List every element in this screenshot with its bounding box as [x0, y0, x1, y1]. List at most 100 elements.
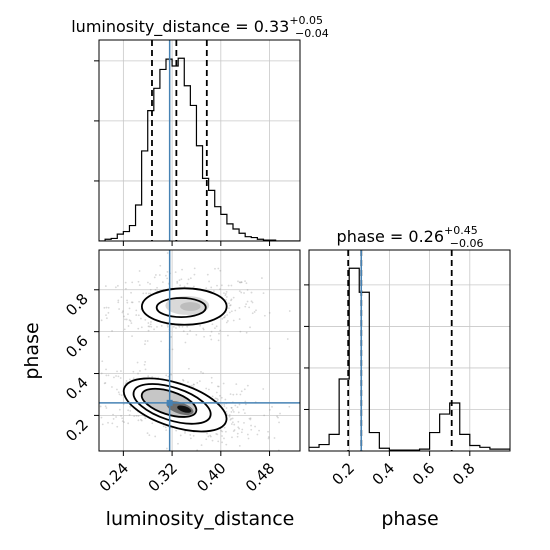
- contour-sample-point: [224, 294, 227, 297]
- contour-sample-point: [232, 393, 235, 396]
- contour-sample-point: [223, 403, 226, 406]
- contour-sample-point: [142, 292, 145, 295]
- contour-sample-point: [223, 316, 226, 319]
- contour-sample-point: [107, 306, 110, 309]
- contour-sample-point: [138, 284, 141, 287]
- contour-sample-point: [245, 331, 248, 334]
- contour-sample-point: [230, 417, 233, 420]
- contour-sample-point: [224, 430, 227, 433]
- hist2-xtick-label: 0.2: [328, 459, 358, 489]
- contour-sample-point: [116, 284, 119, 287]
- contour-sample-point: [166, 271, 169, 273]
- contour-sample-point: [105, 368, 107, 371]
- contour-sample-point: [203, 335, 206, 338]
- hist2-grid: [309, 250, 510, 451]
- contour-sample-point: [236, 435, 239, 438]
- contour-sample-point: [153, 276, 156, 279]
- contour-sample-point: [206, 432, 208, 435]
- contour-sample-point: [105, 314, 107, 317]
- contour-sample-point: [216, 433, 219, 436]
- contour-sample-point: [166, 325, 169, 328]
- contour-sample-point: [250, 424, 252, 427]
- contour-sample-point: [119, 377, 122, 379]
- hist1-title-minus: −0.04: [295, 27, 329, 40]
- contour-sample-point: [223, 405, 226, 408]
- contour-sample-point: [228, 415, 231, 418]
- contour-sample-point: [246, 300, 249, 303]
- contour-sample-point: [184, 341, 187, 344]
- contour-sample-point: [225, 321, 228, 324]
- contour-sample-point: [154, 435, 157, 438]
- contour-sample-point: [187, 367, 190, 370]
- contour-sample-point: [187, 381, 189, 384]
- contour-sample-point: [127, 313, 129, 316]
- contour-sample-point: [220, 284, 223, 287]
- contour-sample-point: [150, 325, 153, 328]
- contour-sample-point: [249, 417, 252, 420]
- contour-sample-point: [243, 412, 246, 415]
- lower-mode-contour-mid: [132, 383, 212, 425]
- contour-sample-point: [183, 285, 186, 288]
- contour-sample-point: [228, 307, 230, 310]
- contour-sample-point: [147, 375, 150, 378]
- contour-sample-point: [193, 267, 196, 270]
- contour-sample-point: [225, 443, 228, 446]
- contour-sample-point: [130, 322, 133, 325]
- contour-sample-point: [230, 284, 233, 287]
- contour-sample-point: [262, 388, 265, 390]
- contour-sample-point: [230, 423, 233, 425]
- contour-sample-point: [137, 280, 140, 283]
- contour-sample-point: [229, 393, 232, 396]
- contour-sample-point: [105, 306, 108, 309]
- contour-panel: 0.24 0.32 0.40 0.48 0.2 0.4 0.6 0.8: [60, 249, 301, 495]
- contour-sample-point: [238, 318, 241, 320]
- contour-sample-point: [125, 318, 128, 321]
- contour-sample-point: [128, 378, 131, 381]
- contour-sample-point: [248, 417, 251, 420]
- contour-sample-point: [131, 301, 134, 304]
- contour-sample-point: [225, 296, 228, 298]
- contour-sample-point: [244, 400, 247, 403]
- hist1-frame: [98, 39, 301, 242]
- contour-sample-point: [193, 285, 195, 288]
- contour-sample-point: [178, 279, 181, 282]
- contour-sample-point: [189, 329, 192, 332]
- contour-sample-point: [60, 366, 62, 368]
- contour-sample-point: [258, 429, 260, 432]
- contour-sample-point: [192, 434, 195, 437]
- contour-sample-point: [230, 298, 233, 301]
- contour-sample-point: [219, 329, 222, 332]
- contour-sample-point: [189, 277, 192, 280]
- contour-sample-point: [130, 291, 132, 294]
- contour-sample-point: [206, 273, 209, 276]
- contour-sample-point: [288, 405, 291, 408]
- contour-sample-point: [215, 397, 218, 400]
- contour-sample-point: [118, 393, 121, 396]
- contour-sample-point: [276, 415, 278, 418]
- lower-mode-fill-peak: [177, 405, 192, 413]
- contour-sample-point: [127, 325, 130, 327]
- contour-frame: [98, 249, 301, 452]
- contour-sample-point: [263, 414, 266, 417]
- contour-sample-point: [268, 312, 271, 314]
- contour-sample-point: [128, 307, 131, 310]
- contour-sample-point: [230, 406, 233, 409]
- contour-sample-point: [114, 286, 117, 289]
- contour-sample-point: [231, 421, 234, 424]
- contour-sample-point: [107, 421, 109, 424]
- contour-sample-point: [224, 398, 227, 401]
- contour-sample-point: [243, 388, 246, 391]
- contour-sample-point: [101, 423, 104, 426]
- contour-sample-point: [253, 311, 256, 313]
- contour-sample-point: [166, 324, 169, 326]
- contour-sample-point: [145, 292, 148, 295]
- contour-sample-point: [165, 374, 168, 377]
- contour-sample-point: [144, 368, 147, 371]
- contour-sample-point: [186, 282, 189, 285]
- contour-sample-point: [238, 445, 241, 447]
- contour-sample-point: [144, 319, 147, 321]
- contour-sample-point: [105, 407, 108, 409]
- contour-scatter-points: [60, 252, 291, 451]
- contour-sample-point: [247, 437, 250, 440]
- contour-sample-point: [172, 325, 175, 328]
